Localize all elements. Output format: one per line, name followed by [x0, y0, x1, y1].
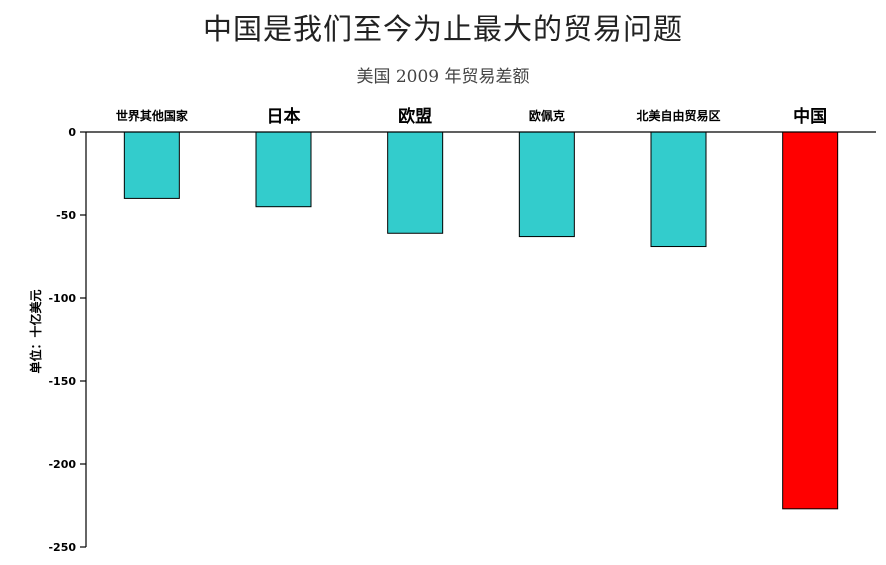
- bar: [255, 131, 312, 208]
- chart-subtitle: 美国 2009 年贸易差额: [356, 67, 530, 87]
- category-label: 中国: [793, 106, 827, 127]
- category-labels-layer: 世界其他国家 日本 欧盟 欧佩克 北美自由贸易区 中国: [116, 106, 827, 127]
- y-tick-label: -150: [48, 375, 76, 388]
- y-ticks-layer: 0 -50 -100 -150 -200 -250: [48, 126, 86, 554]
- bar: [387, 131, 444, 234]
- y-axis-label: 单位：十亿美元: [28, 289, 43, 373]
- bars-layer: [123, 131, 839, 510]
- y-tick-label: -100: [48, 292, 76, 305]
- chart-title: 中国是我们至今为止最大的贸易问题: [202, 12, 683, 46]
- bar: [650, 131, 707, 248]
- category-label: 欧盟: [398, 106, 432, 127]
- bar: [782, 131, 839, 510]
- y-tick-label: -50: [56, 209, 76, 222]
- y-tick-label: -200: [48, 458, 76, 471]
- bar: [123, 131, 180, 199]
- category-label: 北美自由贸易区: [636, 108, 720, 123]
- category-label: 世界其他国家: [116, 108, 189, 123]
- bar: [518, 131, 575, 238]
- category-label: 日本: [267, 106, 301, 127]
- y-tick-label: -250: [48, 541, 76, 554]
- category-label: 欧佩克: [529, 108, 565, 123]
- y-tick-label: 0: [68, 126, 76, 139]
